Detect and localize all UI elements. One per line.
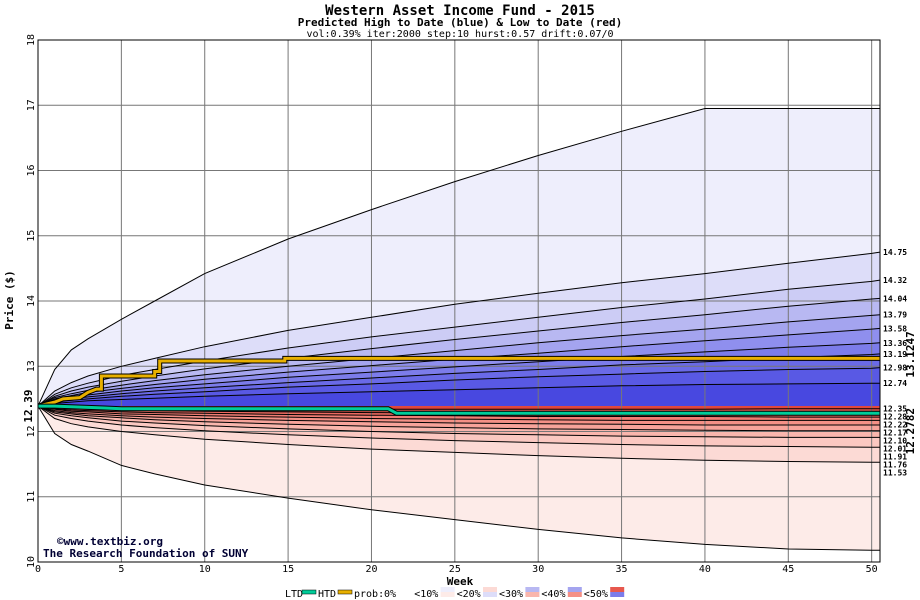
- high-band-line-0: [37, 108, 880, 407]
- legend-item-label: <10%: [414, 589, 438, 600]
- y-tick-label: 14: [26, 295, 37, 307]
- band-end-label: 11.76: [883, 461, 907, 470]
- high-band-line-5: [37, 327, 881, 407]
- x-tick-label: 5: [118, 564, 124, 575]
- y-tick-label: 12: [26, 425, 37, 437]
- ltd-line: [38, 404, 880, 415]
- credit-organization: The Research Foundation of SUNY: [43, 547, 249, 560]
- y-axis-label: Price ($): [3, 270, 16, 330]
- legend-htd-label: HTD: [318, 589, 336, 600]
- legend-swatch-top: [567, 587, 582, 592]
- low-band-line-4: [37, 405, 880, 432]
- legend-prob-label: prob:: [354, 589, 384, 600]
- legend-item-label: <50%: [584, 589, 608, 600]
- legend-swatch-top: [483, 587, 497, 592]
- y-tick-label: 10: [26, 556, 37, 568]
- band-end-label: 13.19: [883, 350, 907, 359]
- band-end-label: 11.91: [883, 453, 907, 462]
- high-band-line-1: [37, 251, 881, 407]
- start-value-label: 12.39: [22, 389, 35, 422]
- x-axis-label: Week: [447, 575, 474, 588]
- x-tick-label: 15: [282, 564, 294, 575]
- y-tick-label: 11: [26, 491, 37, 503]
- legend-swatch-bottom: [440, 592, 455, 597]
- ltd-end-value: 12.2782: [904, 408, 917, 454]
- legend: LTD HTD prob: 0% <10% <20% <30% <40% <50%: [285, 587, 625, 600]
- x-tick-label: 40: [699, 564, 711, 575]
- high-band-line-2: [37, 279, 881, 407]
- credit-website: ©www.textbiz.org: [57, 535, 163, 548]
- y-tick-label: 16: [26, 164, 37, 176]
- y-tick-label: 18: [26, 34, 37, 46]
- x-tick-label: 50: [866, 564, 878, 575]
- low-band-line-5: [37, 405, 880, 426]
- high-band-line-3: [37, 297, 881, 407]
- band-end-label: 12.22: [883, 421, 907, 430]
- chart-title: Western Asset Income Fund - 2015: [325, 3, 595, 19]
- x-tick-label: 20: [365, 564, 377, 575]
- band-end-label: 12.10: [883, 437, 907, 446]
- x-tick-label: 10: [199, 564, 211, 575]
- legend-swatch-bottom: [525, 592, 540, 597]
- chart-subtitle: Predicted High to Date (blue) & Low to D…: [298, 16, 623, 29]
- legend-swatch-top: [398, 587, 413, 592]
- high-band-9: [38, 383, 880, 407]
- band-end-label: 12.28: [883, 413, 907, 422]
- x-tick-label: 35: [616, 564, 628, 575]
- band-end-label: 14.04: [883, 294, 907, 303]
- legend-item-label: <20%: [457, 589, 481, 600]
- legend-swatch-bottom: [610, 592, 625, 597]
- band-end-label: 12.17: [883, 429, 907, 438]
- band-end-label: 12.98: [883, 364, 907, 373]
- legend-swatch-bottom: [567, 592, 582, 597]
- band-end-label: 13.58: [883, 324, 907, 333]
- low-band-line-7: [37, 405, 880, 418]
- plot-area: 0 5 10 15 20 25 30 35 40 45 50 10 11 12 13 14 15 16 17 18 12…: [22, 34, 917, 575]
- legend-ltd-label: LTD: [285, 589, 303, 600]
- htd-line: [37, 356, 880, 408]
- low-band-line-6: [37, 405, 880, 421]
- legend-ltd-swatch: [301, 589, 317, 595]
- legend-item-label: <30%: [499, 589, 523, 600]
- low-band-line-2: [37, 405, 880, 448]
- band-end-label: 12.01: [883, 445, 907, 454]
- band-end-label: 11.53: [883, 469, 907, 478]
- htd-end-value: 13.1247: [904, 331, 917, 377]
- y-tick-label: 15: [26, 230, 37, 242]
- band-end-label: 14.32: [883, 276, 907, 285]
- legend-swatch-top: [440, 587, 455, 592]
- band-end-label: 13.36: [883, 339, 907, 348]
- legend-item-label: 0%: [384, 589, 396, 600]
- legend-item-label: <40%: [541, 589, 565, 600]
- x-tick-label: 45: [782, 564, 794, 575]
- legend-swatch-bottom: [398, 592, 413, 597]
- plot-border: [37, 39, 881, 563]
- low-band-line-0: [37, 405, 880, 551]
- high-band-line-9: [37, 382, 880, 407]
- legend-swatch-bottom: [483, 592, 497, 597]
- band-end-label: 12.74: [883, 379, 907, 388]
- band-end-label: 13.79: [883, 311, 907, 320]
- y-tick-label: 17: [26, 99, 37, 111]
- low-band-line-3: [37, 405, 880, 438]
- low-band-line-1: [37, 405, 880, 463]
- legend-htd-swatch: [337, 589, 353, 595]
- legend-swatch-top: [610, 587, 625, 592]
- y-tick-label: 13: [26, 360, 37, 372]
- high-band-line-4: [37, 314, 881, 407]
- x-tick-label: 25: [449, 564, 461, 575]
- x-tick-label: 30: [532, 564, 544, 575]
- band-end-label: 12.35: [883, 405, 907, 414]
- x-tick-label: 0: [35, 564, 41, 575]
- legend-swatch-top: [525, 587, 540, 592]
- band-end-label: 14.75: [883, 248, 907, 257]
- simulation-params: vol:0.39% iter:2000 step:10 hurst:0.57 d…: [306, 29, 613, 40]
